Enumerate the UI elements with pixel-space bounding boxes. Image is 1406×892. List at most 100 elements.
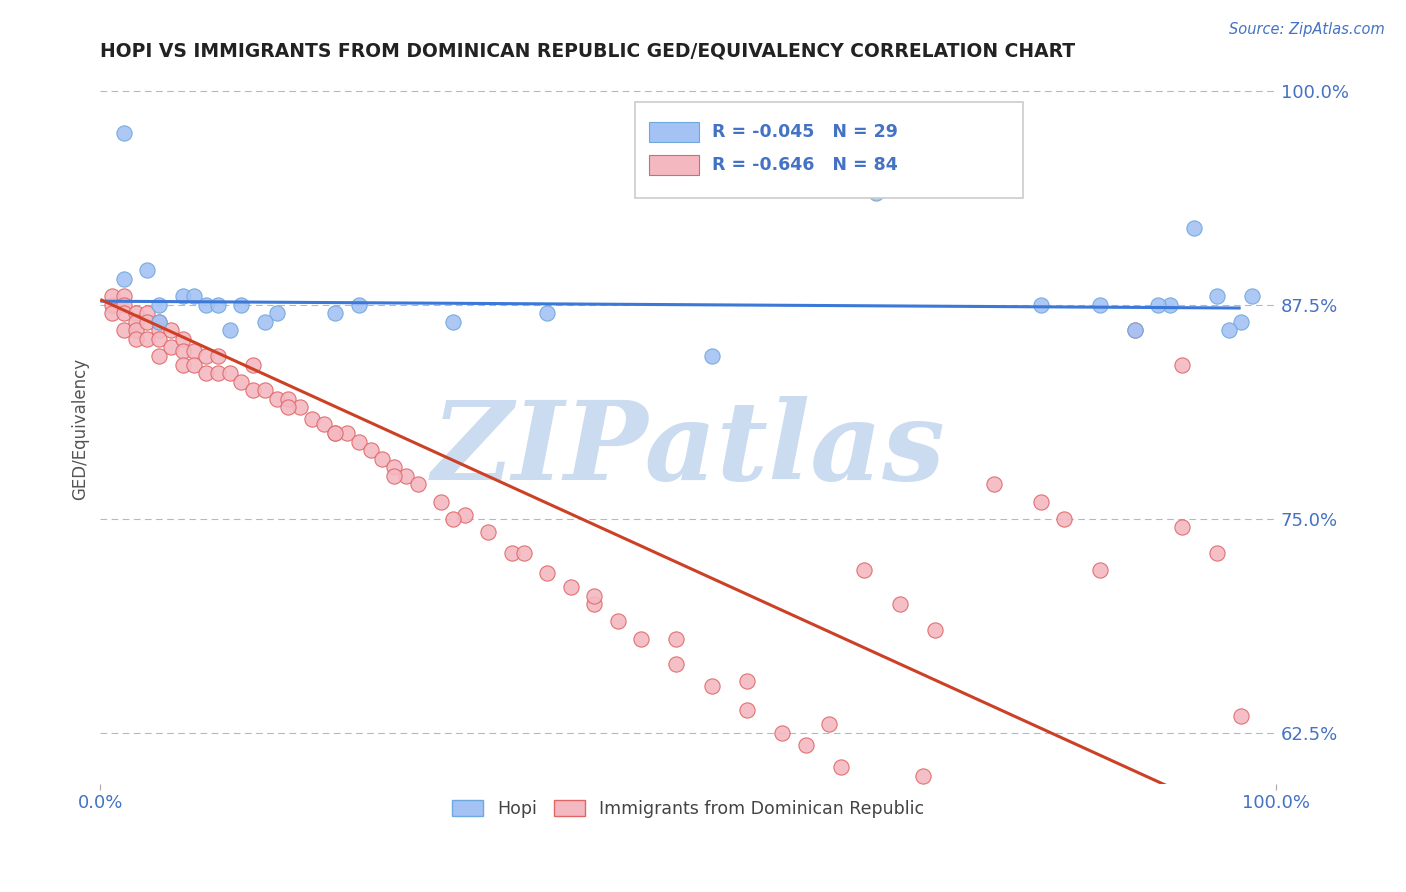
Point — [865, 186, 887, 201]
Point — [830, 760, 852, 774]
Point — [983, 477, 1005, 491]
Point — [395, 468, 418, 483]
Point — [124, 306, 146, 320]
Point — [148, 349, 170, 363]
Text: R = -0.646   N = 84: R = -0.646 N = 84 — [711, 156, 897, 174]
Point — [1171, 358, 1194, 372]
Point — [735, 674, 758, 689]
Point — [360, 443, 382, 458]
Point — [136, 315, 159, 329]
Point — [501, 546, 523, 560]
Point — [406, 477, 429, 491]
Point — [818, 717, 841, 731]
Point — [630, 632, 652, 646]
Point — [325, 425, 347, 440]
Point — [477, 525, 499, 540]
Point — [454, 508, 477, 523]
Bar — [650, 121, 699, 142]
Y-axis label: GED/Equivalency: GED/Equivalency — [72, 358, 89, 500]
Point — [700, 680, 723, 694]
Point — [441, 511, 464, 525]
Point — [172, 332, 194, 346]
Point — [242, 358, 264, 372]
Point — [231, 375, 253, 389]
Point — [1206, 289, 1229, 303]
Text: R = -0.045   N = 29: R = -0.045 N = 29 — [711, 123, 897, 141]
Point — [1029, 297, 1052, 311]
Point — [382, 460, 405, 475]
Text: HOPI VS IMMIGRANTS FROM DOMINICAN REPUBLIC GED/EQUIVALENCY CORRELATION CHART: HOPI VS IMMIGRANTS FROM DOMINICAN REPUBL… — [100, 42, 1076, 61]
Point — [665, 657, 688, 672]
Point — [148, 297, 170, 311]
Point — [1088, 563, 1111, 577]
Point — [148, 323, 170, 337]
Point — [583, 589, 606, 603]
Point — [207, 297, 229, 311]
Point — [583, 597, 606, 611]
Point — [112, 289, 135, 303]
Point — [700, 349, 723, 363]
Point — [112, 306, 135, 320]
Point — [195, 366, 218, 380]
Point — [1088, 297, 1111, 311]
Point — [735, 703, 758, 717]
Point — [136, 306, 159, 320]
Point — [124, 323, 146, 337]
Point — [1123, 323, 1146, 337]
Point — [536, 306, 558, 320]
Point — [195, 349, 218, 363]
Point — [136, 332, 159, 346]
Point — [1229, 315, 1251, 329]
Point — [136, 263, 159, 277]
Point — [112, 297, 135, 311]
Point — [253, 315, 276, 329]
Point — [1029, 494, 1052, 508]
Point — [112, 127, 135, 141]
Point — [207, 366, 229, 380]
Point — [231, 297, 253, 311]
Text: Source: ZipAtlas.com: Source: ZipAtlas.com — [1229, 22, 1385, 37]
Point — [336, 425, 359, 440]
Point — [1229, 708, 1251, 723]
Point — [924, 623, 946, 637]
Point — [665, 632, 688, 646]
Point — [266, 306, 288, 320]
Point — [794, 738, 817, 752]
Point — [325, 425, 347, 440]
Point — [290, 401, 312, 415]
Point — [277, 392, 299, 406]
Point — [112, 323, 135, 337]
Text: ZIPatlas: ZIPatlas — [432, 396, 945, 504]
Point — [430, 494, 453, 508]
Point — [124, 315, 146, 329]
Point — [606, 615, 628, 629]
Point — [1241, 289, 1264, 303]
Point — [512, 546, 534, 560]
Point — [266, 392, 288, 406]
Point — [218, 323, 240, 337]
Point — [1171, 520, 1194, 534]
Point — [172, 343, 194, 358]
Point — [770, 725, 793, 739]
Point — [183, 289, 205, 303]
Point — [536, 566, 558, 581]
Point — [347, 297, 370, 311]
Point — [207, 349, 229, 363]
Point — [889, 597, 911, 611]
Point — [1206, 546, 1229, 560]
Legend: Hopi, Immigrants from Dominican Republic: Hopi, Immigrants from Dominican Republic — [444, 793, 931, 825]
Point — [1053, 511, 1076, 525]
Point — [160, 340, 183, 354]
Point — [148, 315, 170, 329]
Point — [253, 383, 276, 397]
Point — [172, 289, 194, 303]
Bar — [650, 155, 699, 175]
Point — [1218, 323, 1240, 337]
Point — [441, 315, 464, 329]
Point — [101, 297, 124, 311]
Point — [560, 580, 582, 594]
Point — [1182, 220, 1205, 235]
Point — [1159, 297, 1181, 311]
Point — [112, 272, 135, 286]
Point — [101, 289, 124, 303]
